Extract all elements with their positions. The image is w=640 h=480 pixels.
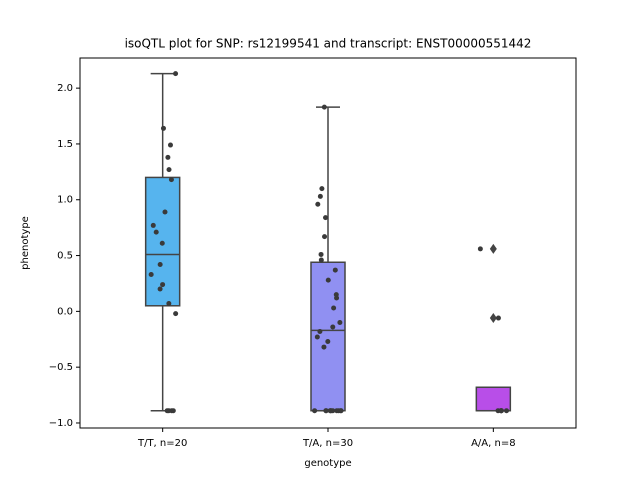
y-tick-label: 0.5: [57, 251, 73, 262]
point: [159, 240, 165, 246]
point: [166, 167, 172, 173]
point: [321, 104, 327, 110]
point: [323, 215, 329, 221]
chart-title: isoQTL plot for SNP: rs12199541 and tran…: [125, 37, 532, 51]
point: [325, 338, 331, 344]
x-tick-label: T/T, n=20: [137, 438, 187, 449]
point: [164, 408, 170, 414]
point: [168, 177, 174, 183]
point: [150, 222, 156, 228]
point: [173, 311, 179, 317]
point: [160, 282, 166, 288]
y-tick-label: 2.0: [57, 83, 73, 94]
x-tick-label: T/A, n=30: [302, 438, 353, 449]
point: [331, 305, 337, 311]
point: [317, 193, 323, 199]
y-tick-label: −1.0: [49, 418, 73, 429]
x-axis-label: genotype: [304, 458, 351, 469]
point: [334, 295, 340, 301]
point: [337, 320, 343, 326]
y-tick-label: 0.0: [57, 306, 73, 317]
point: [167, 142, 173, 148]
y-tick-label: −0.5: [49, 362, 73, 373]
outlier: [489, 313, 497, 324]
point: [504, 408, 510, 414]
point: [323, 408, 329, 414]
point: [317, 328, 323, 334]
point: [338, 408, 344, 414]
x-tick-label: A/A, n=8: [471, 438, 516, 449]
point: [319, 186, 325, 192]
point: [162, 209, 168, 215]
point: [332, 267, 338, 273]
point: [173, 71, 179, 77]
point: [166, 301, 172, 307]
plot-frame: [79, 57, 577, 429]
point: [170, 408, 176, 414]
point: [157, 261, 163, 267]
point: [498, 408, 504, 414]
point: [315, 201, 321, 207]
point: [477, 246, 483, 252]
point: [312, 408, 318, 414]
y-tick-label: 1.5: [57, 139, 73, 150]
point: [330, 324, 336, 330]
point: [495, 315, 501, 321]
box: [475, 386, 512, 412]
point: [322, 234, 328, 240]
point: [321, 344, 327, 350]
point: [160, 125, 166, 131]
point: [148, 272, 154, 278]
point: [330, 408, 336, 414]
y-tick-label: 1.0: [57, 195, 73, 206]
point: [165, 154, 171, 160]
point: [318, 251, 324, 257]
point: [318, 257, 324, 263]
point: [153, 229, 159, 235]
point: [157, 286, 163, 292]
point: [314, 334, 320, 340]
outlier: [489, 243, 497, 254]
y-axis-label: phenotype: [20, 216, 31, 270]
point: [325, 277, 331, 283]
